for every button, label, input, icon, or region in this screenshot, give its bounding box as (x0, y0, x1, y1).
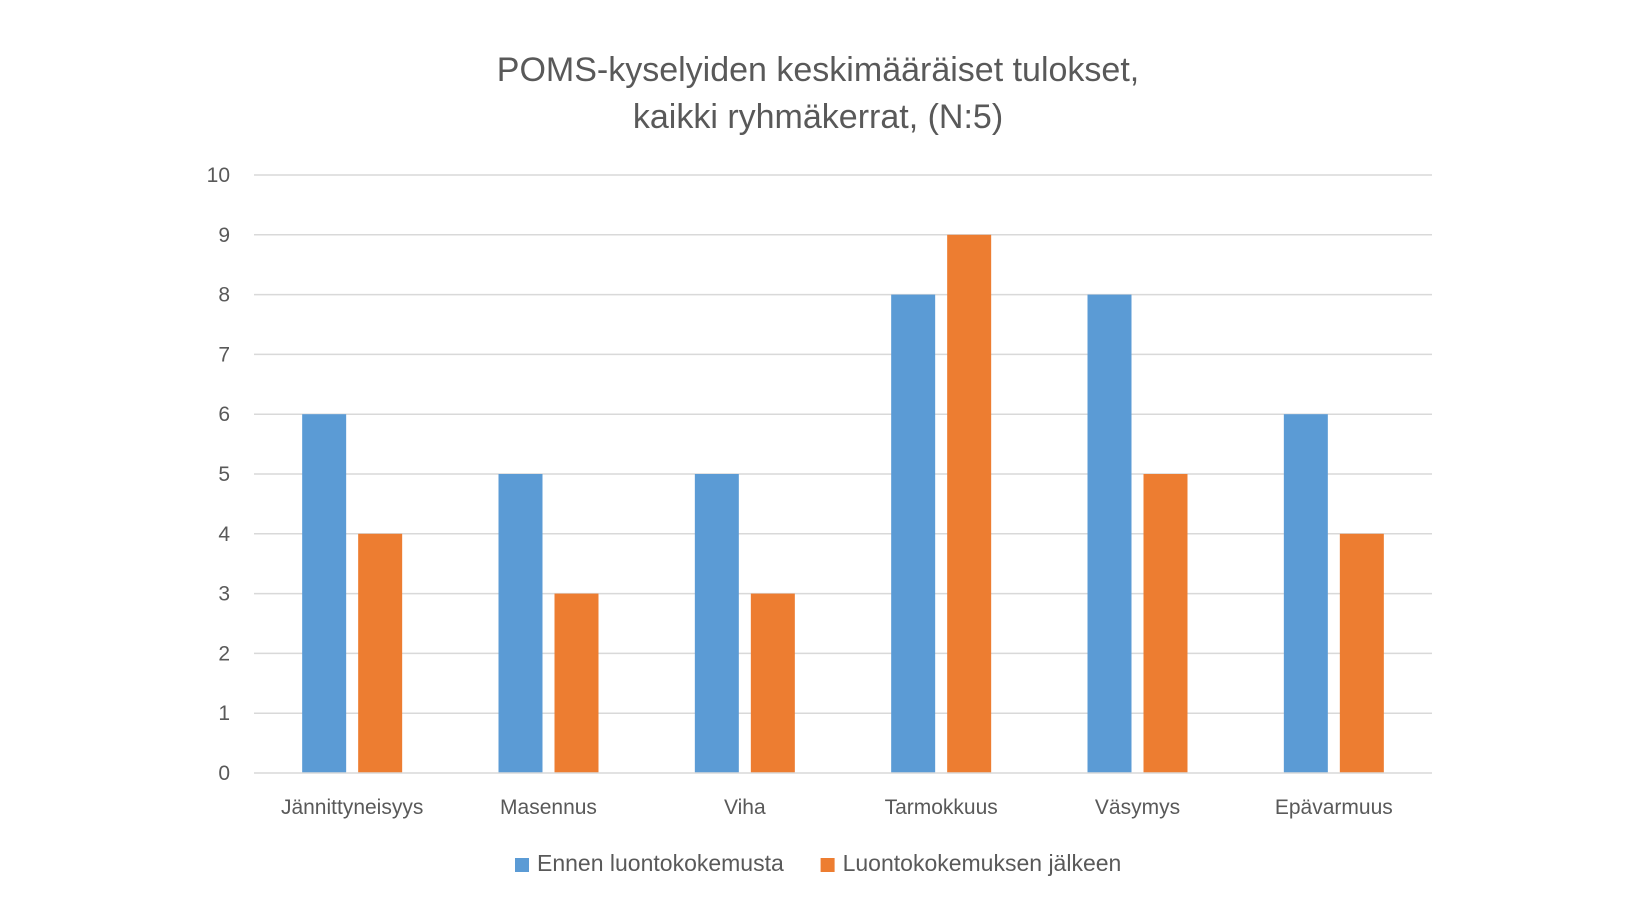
bar-after (750, 593, 795, 773)
y-axis-tick-labels: 0 1 2 3 4 5 6 7 8 9 10 (207, 164, 231, 785)
bar-before (498, 474, 543, 773)
bar-after (1339, 533, 1384, 773)
x-tick-label: Masennus (500, 796, 597, 819)
x-axis-tick-labels: Jännittyneisyys Masennus Viha Tarmokkuus Väs… (281, 796, 1393, 819)
legend-swatch-before (515, 858, 529, 872)
x-tick-label: Tarmokkuus (885, 796, 998, 819)
y-tick-label: 9 (218, 224, 230, 247)
bar-before (694, 474, 739, 773)
x-tick-label: Jännittyneisyys (281, 796, 423, 819)
legend-swatch-after (820, 858, 835, 872)
y-tick-label: 4 (218, 523, 230, 546)
legend-label-after: Luontokokemuksen jälkeen (843, 850, 1122, 876)
legend-label-before: Ennen luontokokemusta (537, 850, 784, 876)
bar-after (358, 533, 403, 773)
y-tick-label: 8 (218, 284, 230, 307)
y-tick-label: 0 (218, 762, 230, 785)
bars (302, 234, 1384, 774)
bar-after (947, 234, 992, 774)
x-tick-label: Viha (724, 796, 766, 819)
y-tick-label: 7 (218, 343, 230, 366)
y-tick-label: 10 (207, 164, 230, 187)
bar-before (1283, 414, 1328, 773)
y-tick-label: 2 (218, 642, 230, 665)
x-tick-label: Epävarmuus (1275, 796, 1393, 819)
bar-before (1087, 294, 1132, 773)
bar-before (891, 294, 936, 773)
bar-before (302, 414, 347, 773)
y-tick-label: 5 (218, 463, 230, 486)
chart-title: POMS-kyselyiden keskimääräiset tulokset, (497, 51, 1139, 89)
chart-subtitle: kaikki ryhmäkerrat, (N:5) (633, 98, 1003, 136)
gridlines (254, 174, 1432, 714)
legend: Ennen luontokokemusta Luontokokemuksen jä… (515, 850, 1121, 876)
y-tick-label: 6 (218, 403, 230, 426)
y-tick-label: 3 (218, 583, 230, 606)
x-tick-label: Väsymys (1095, 796, 1180, 819)
y-tick-label: 1 (218, 702, 230, 725)
bar-after (554, 593, 599, 773)
bar-after (1143, 474, 1188, 773)
